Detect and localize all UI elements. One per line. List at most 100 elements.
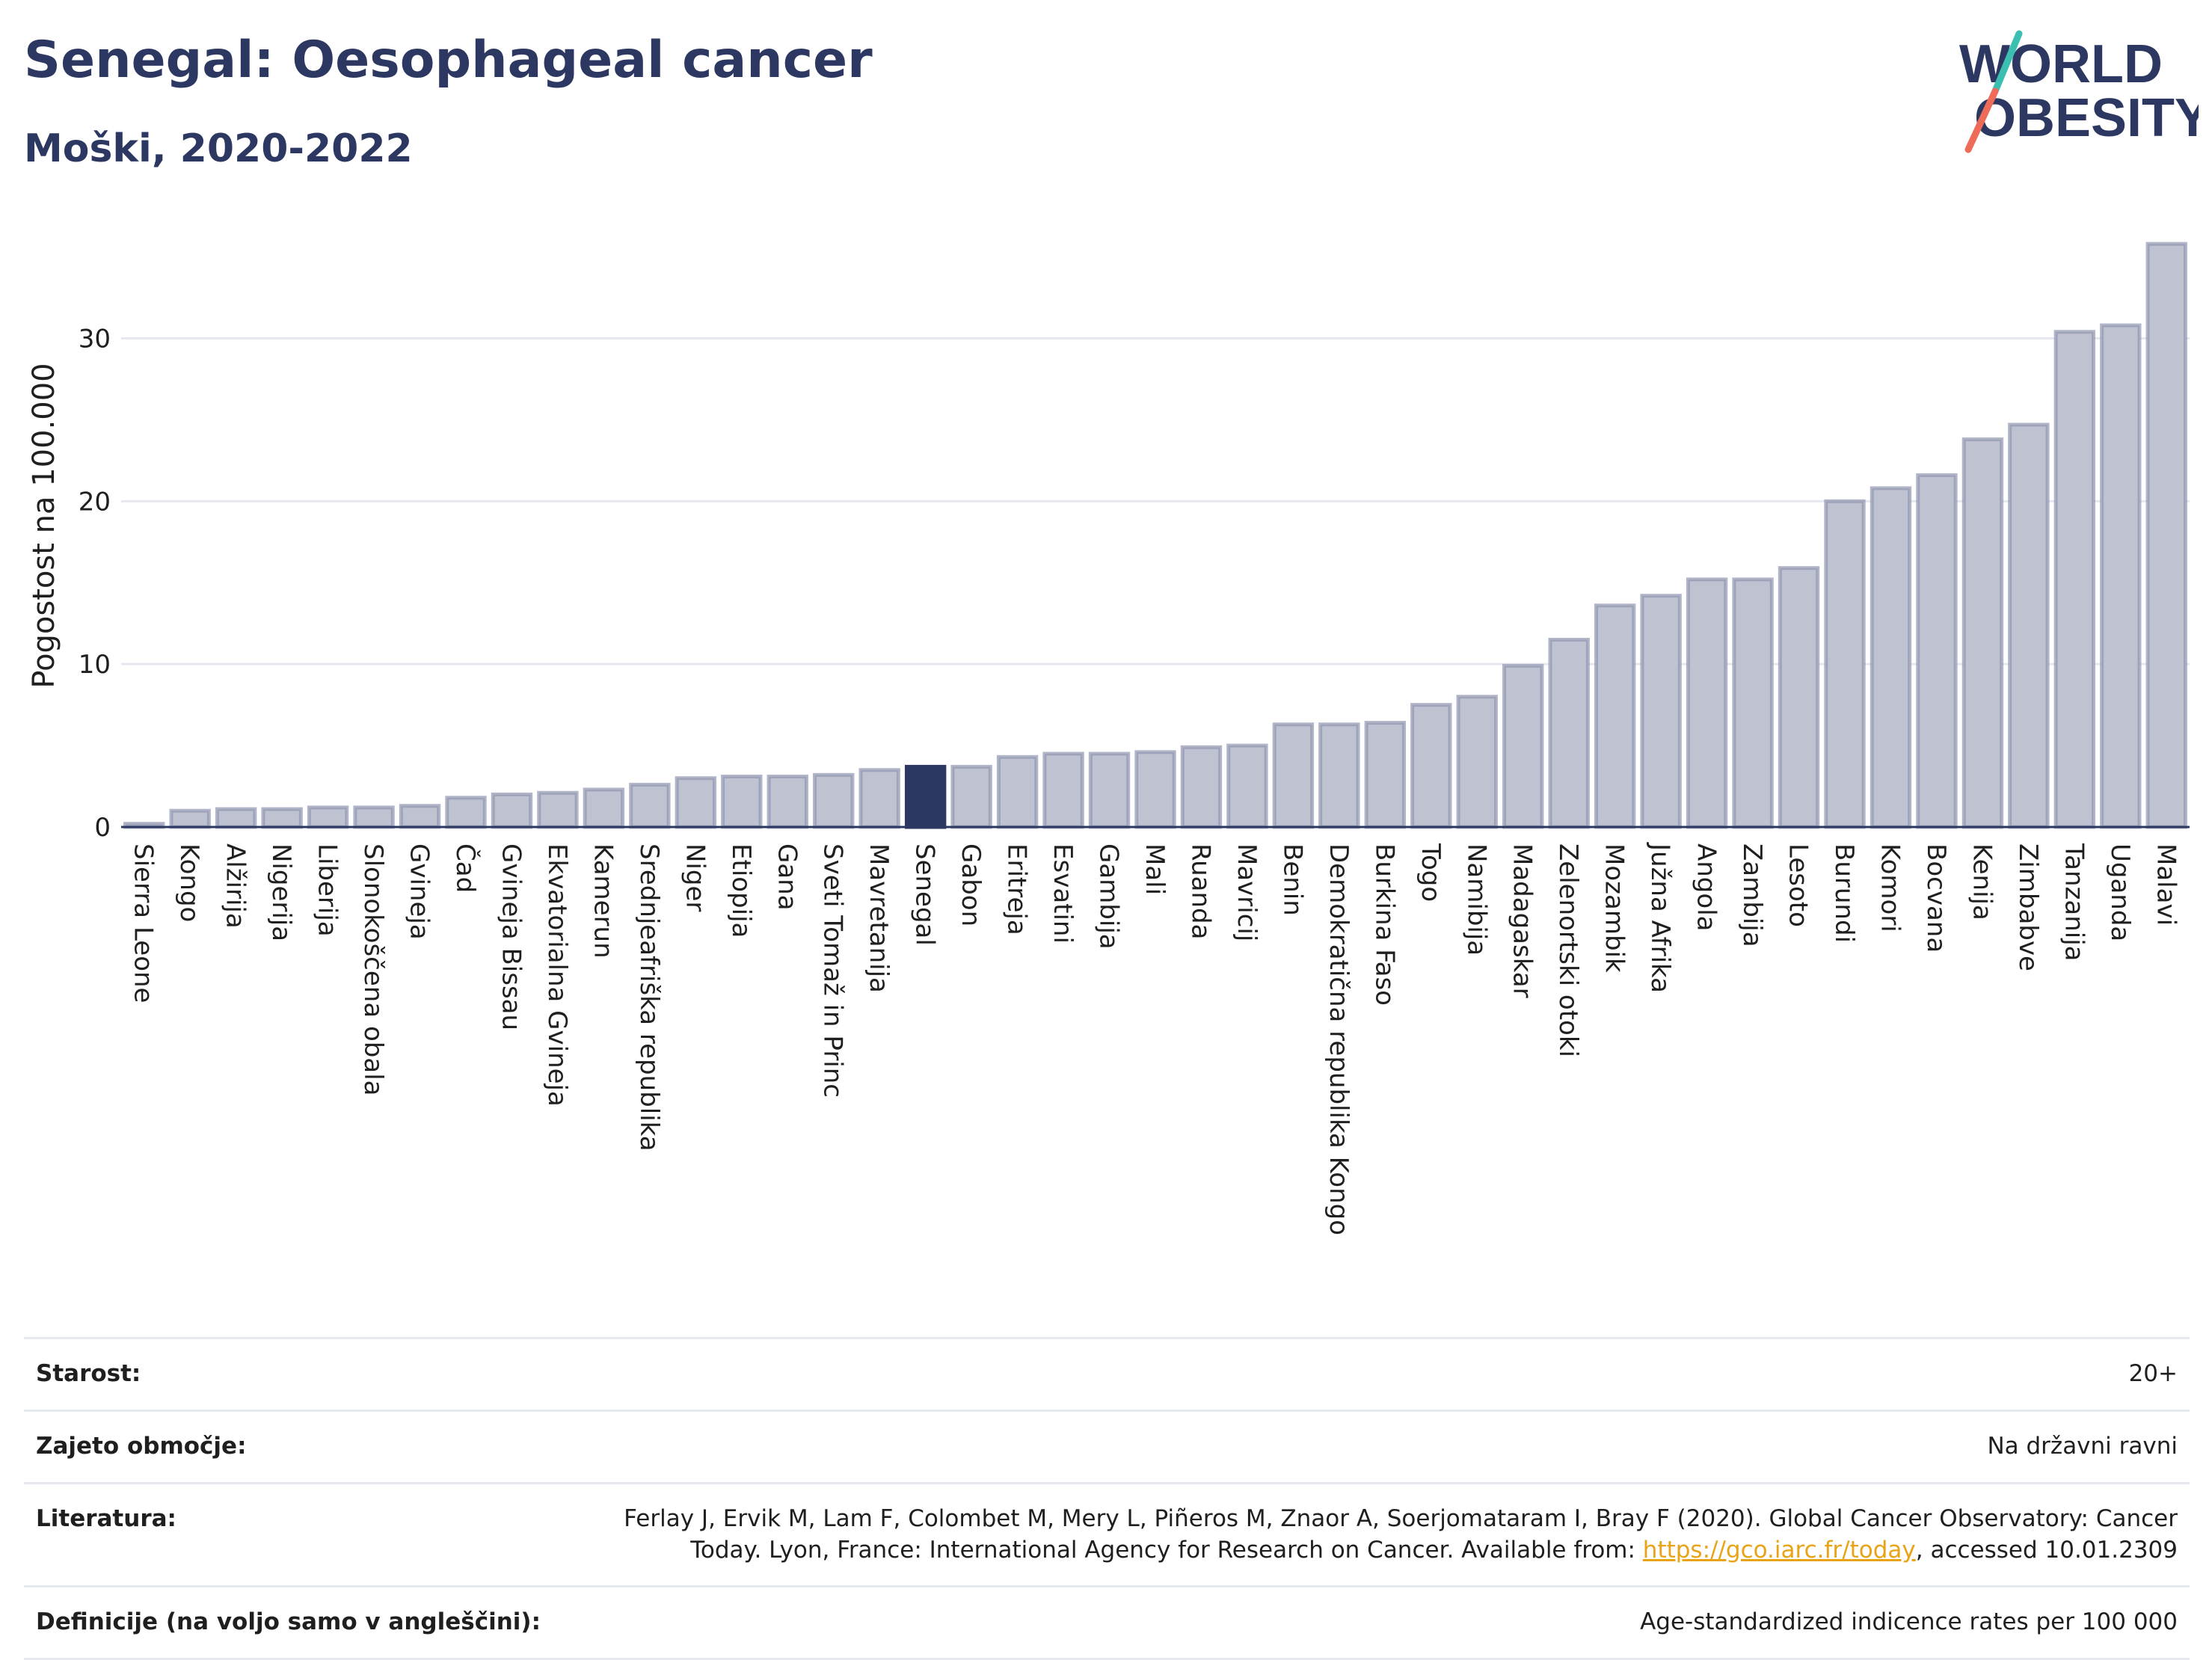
bar-čad <box>445 796 487 829</box>
coverage-label: Zajeto območje: <box>36 1432 247 1460</box>
bar-benin <box>1272 722 1315 829</box>
bar-uganda <box>2100 323 2142 829</box>
bar-kamerun <box>583 787 625 829</box>
x-tick-label: Liberija <box>313 843 342 937</box>
x-tick-label: Uganda <box>2105 843 2135 941</box>
bar-burkina-faso <box>1364 721 1407 829</box>
x-tick-label: Kamerun <box>588 843 618 959</box>
bar-nigerija <box>261 807 303 829</box>
x-tick-label: Gana <box>772 843 802 911</box>
age-label: Starost: <box>36 1360 141 1387</box>
y-tick-label: 0 <box>94 813 111 843</box>
x-tick-label: Sveti Tomaž in Princ <box>818 843 848 1098</box>
bar-lesoto <box>1778 566 1820 829</box>
bar-alžirija <box>215 807 257 829</box>
bar-kongo <box>169 808 211 829</box>
y-tick-label: 30 <box>79 324 111 354</box>
bar-mali <box>1134 750 1176 829</box>
chart-subtitle: Moški, 2020-2022 <box>24 126 413 171</box>
x-tick-label: Namibija <box>1461 843 1491 956</box>
bar-slonokoščena-obala <box>353 805 395 829</box>
bar-gabon <box>950 764 992 829</box>
bar-niger <box>675 776 717 829</box>
x-tick-label: Tanzanija <box>2059 843 2089 961</box>
x-tick-label: Gambija <box>1094 843 1124 950</box>
bar-ekvatorialna-gvineja <box>537 790 579 829</box>
info-table: Starost: 20+ Zajeto območje: Na državni … <box>24 1337 2190 1660</box>
bar-gvineja <box>399 804 441 829</box>
literature-text-1: Ferlay J, Ervik M, Lam F, Colombet M, Me… <box>624 1504 2178 1564</box>
logo-line-1: WORLD <box>1959 34 2163 94</box>
x-tick-label: Zimbabve <box>2013 843 2043 971</box>
definitions-value: Age-standardized indicence rates per 100… <box>1640 1608 2178 1636</box>
literature-link[interactable]: https://gco.iarc.fr/today <box>1642 1536 1916 1564</box>
bar-zimbabve <box>2008 422 2050 829</box>
x-tick-label: Nigerija <box>266 843 296 941</box>
bar-etiopija <box>721 774 763 829</box>
age-value: 20+ <box>2128 1360 2178 1387</box>
y-tick-label: 20 <box>79 487 111 517</box>
bar-togo <box>1410 703 1452 829</box>
info-row-age: Starost: 20+ <box>24 1337 2190 1410</box>
literature-label: Literatura: <box>36 1504 176 1532</box>
x-tick-label: Bocvana <box>1921 843 1951 953</box>
x-tick-label: Benin <box>1277 843 1307 916</box>
bar-burundi <box>1824 499 1866 829</box>
bar-ruanda <box>1180 745 1223 829</box>
coverage-value: Na državni ravni <box>1987 1432 2178 1460</box>
x-tick-label: Malavi <box>2151 843 2181 926</box>
bar-bocvana <box>1916 473 1958 829</box>
bars <box>123 242 2187 829</box>
logo-line-2: OBESITY <box>1974 88 2199 148</box>
x-tick-label: Alžirija <box>221 843 251 929</box>
x-tick-label: Angola <box>1692 843 1721 931</box>
x-tick-label: Ekvatorialna Gvineja <box>542 843 572 1107</box>
definitions-label: Definicije (na voljo samo v angleščini): <box>36 1608 541 1636</box>
logo-accent-coral <box>1964 87 1999 153</box>
axes: 0 10 20 30 Pogostost na 100.000 <box>27 324 2190 843</box>
x-tick-label: Mavretanija <box>864 843 894 993</box>
bar-malavi <box>2145 242 2187 829</box>
x-tick-label: Mali <box>1140 843 1170 895</box>
x-tick-label: Mavricij <box>1232 843 1262 941</box>
bar-angola <box>1686 577 1728 829</box>
logo-accent-teal <box>1991 30 2023 95</box>
literature-value: Ferlay J, Ervik M, Lam F, Colombet M, Me… <box>607 1504 2178 1567</box>
bar-sveti-tomaž-in-princ <box>813 772 855 829</box>
x-tick-label: Sierra Leone <box>129 843 159 1003</box>
x-tick-label: Gvineja Bissau <box>496 843 526 1030</box>
x-tick-label: Burkina Faso <box>1369 843 1399 1006</box>
x-tick-label: Južna Afrika <box>1645 842 1675 993</box>
bar-madagaskar <box>1502 663 1544 829</box>
world-obesity-logo: WORLD OBESITY <box>1959 30 2199 153</box>
bar-kenija <box>1961 437 2004 829</box>
x-tick-label: Demokratična republika Kongo <box>1324 843 1354 1235</box>
bar-tanzanija <box>2053 330 2096 829</box>
bar-srednjeafriška-republika <box>629 782 671 829</box>
y-tick-label: 10 <box>79 650 111 680</box>
bar-komori <box>1870 486 1912 829</box>
bar-mavricij <box>1226 743 1268 829</box>
bar-mavretanija <box>858 768 900 829</box>
x-tick-label: Gvineja <box>405 843 434 940</box>
x-tick-label: Zambija <box>1737 843 1767 947</box>
bar-liberija <box>307 805 349 829</box>
bar-gvineja-bissau <box>491 792 533 829</box>
x-tick-label: Kongo <box>174 843 204 922</box>
x-tick-label: Kenija <box>1967 843 1997 920</box>
bar-namibija <box>1456 695 1498 829</box>
x-tick-label: Esvatini <box>1048 843 1078 944</box>
bar-gambija <box>1088 751 1131 829</box>
info-row-coverage: Zajeto območje: Na državni ravni <box>24 1409 2190 1482</box>
x-tick-label: Gabon <box>956 843 986 926</box>
x-tick-label: Madagaskar <box>1508 843 1537 998</box>
x-tick-label: Ruanda <box>1185 843 1215 939</box>
x-tick-label: Etiopija <box>726 843 756 938</box>
bar-chart: 0 10 20 30 Pogostost na 100.000 Sierra Leone… <box>27 242 2190 1235</box>
x-tick-label: Senegal <box>910 843 940 946</box>
x-tick-label: Togo <box>1416 843 1446 902</box>
bar-senegal <box>904 764 947 829</box>
x-tick-label: Niger <box>680 843 710 912</box>
bar-eritreja <box>996 754 1039 829</box>
x-tick-label: Srednjeafriška republika <box>634 843 664 1152</box>
